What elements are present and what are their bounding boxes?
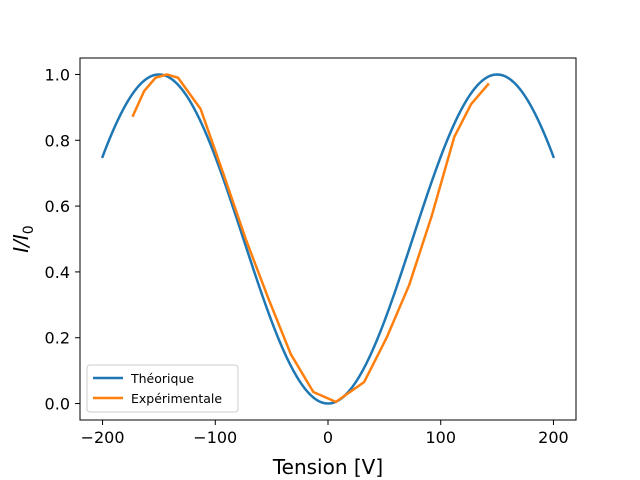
x-tick-label: −200 [81, 428, 125, 447]
y-axis-label-main: I/I [9, 234, 33, 253]
legend-label-experimentale: Expérimentale [131, 391, 222, 406]
y-tick-label: 0.6 [45, 197, 70, 216]
series-layer [100, 73, 556, 405]
x-axis-label: Tension [V] [272, 455, 383, 479]
legend-box [86, 364, 239, 413]
y-tick-label: 0.2 [45, 329, 70, 348]
y-tick-label: 0.8 [45, 131, 70, 150]
series-line-1 [131, 73, 490, 404]
x-tick-label: 100 [425, 428, 456, 447]
y-axis-label-subscript: 0 [21, 225, 37, 234]
y-tick-label: 1.0 [45, 65, 70, 84]
series-line-0 [100, 73, 556, 405]
y-axis-label: I/I0 [9, 225, 37, 252]
x-tick-label: 0 [323, 428, 333, 447]
legend-label-theorique: Théorique [130, 371, 194, 386]
legend: Théorique Expérimentale [86, 364, 239, 413]
x-tick-label: −100 [193, 428, 237, 447]
plot-background [80, 58, 576, 420]
x-tick-label: 200 [538, 428, 569, 447]
y-tick-label: 0.0 [45, 395, 70, 414]
y-axis-ticks: 0.0 0.2 0.4 0.6 0.8 1.0 [45, 65, 80, 414]
y-tick-label: 0.4 [45, 263, 70, 282]
x-axis-ticks: −200 −100 0 100 200 [81, 420, 569, 447]
